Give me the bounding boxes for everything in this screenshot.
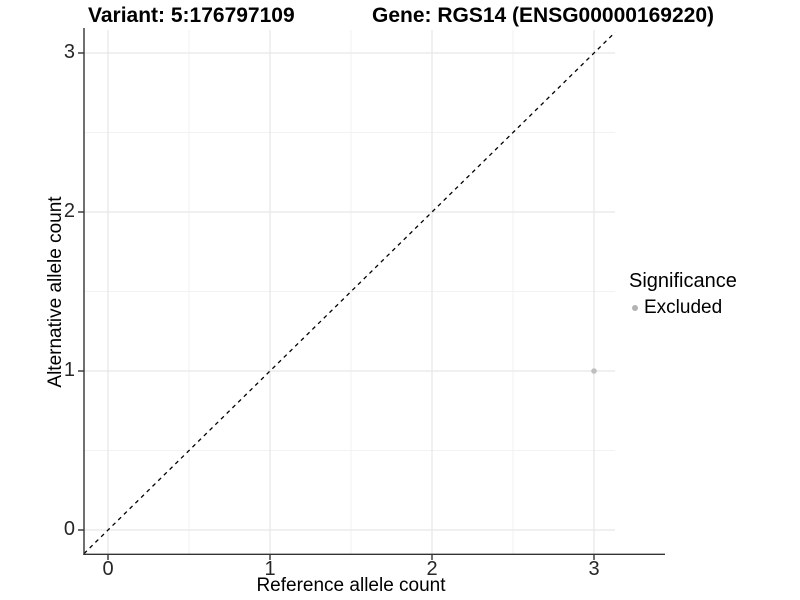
gridlines-major — [84, 30, 615, 554]
legend-item: Excluded — [629, 296, 737, 319]
x-tick-label: 2 — [426, 558, 438, 580]
plot-title-gene: Gene: RGS14 (ENSG00000169220) — [372, 4, 715, 27]
y-tick-label: 1 — [63, 359, 75, 381]
legend-title: Significance — [629, 270, 737, 292]
x-tick-label: 0 — [102, 558, 114, 580]
axis-tick-marks — [78, 52, 595, 560]
legend-key-dot-icon — [632, 304, 638, 311]
legend: Significance Excluded — [629, 270, 737, 319]
legend-items: Excluded — [629, 296, 737, 319]
y-tick-label: 0 — [63, 518, 75, 540]
data-point — [591, 368, 597, 374]
y-axis-title: Alternative allele count — [45, 196, 66, 388]
axis-lines — [83, 28, 665, 555]
x-tick-label: 1 — [264, 558, 276, 580]
y-tick-label: 2 — [63, 200, 75, 222]
x-tick-label: 3 — [588, 558, 600, 580]
gridlines-minor — [84, 30, 615, 554]
legend-item-label: Excluded — [644, 297, 723, 318]
identity-reference-line — [83, 31, 616, 555]
y-tick-label: 3 — [63, 41, 75, 63]
scatter-data-points — [591, 368, 597, 374]
plot-title-variant: Variant: 5:176797109 — [88, 4, 295, 27]
x-axis-title: Reference allele count — [256, 575, 446, 596]
